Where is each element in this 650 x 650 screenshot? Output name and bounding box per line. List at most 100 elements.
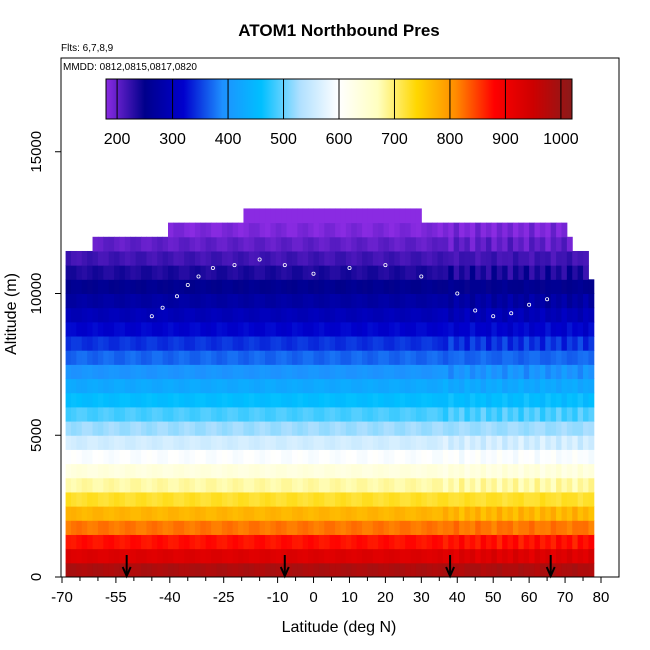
heatmap-cell [518,307,525,323]
heatmap-cell [512,392,519,408]
heatmap-cell [281,222,288,238]
heatmap-cell [114,421,120,436]
heatmap-cell [151,506,158,521]
heatmap-cell [124,293,131,309]
heatmap-cell [421,392,428,408]
heatmap-cell [302,477,309,493]
heatmap-cell [383,250,390,266]
heatmap-cell [399,435,406,450]
heatmap-cell [529,562,536,578]
heatmap-cell [367,463,374,479]
heatmap-cell [65,364,72,380]
heatmap-cell [550,534,557,550]
heatmap-cell [577,350,584,365]
heatmap-cell [205,336,212,351]
heatmap-cell [178,307,185,323]
heatmap-cell [523,250,530,266]
heatmap-cell [383,336,390,351]
heatmap-cell [583,279,589,294]
heatmap-cell [507,392,514,408]
heatmap-cell [340,208,347,224]
heatmap-cell [270,463,277,479]
heatmap-cell [577,421,584,436]
heatmap-cell [184,364,191,380]
heatmap-cell [464,562,471,578]
heatmap-cell [459,222,465,238]
heatmap-cell [362,421,368,436]
heatmap-cell [539,449,546,465]
heatmap-cell [356,364,363,380]
heatmap-cell [157,279,164,294]
heatmap-cell [518,406,525,422]
heatmap-cell [383,449,390,465]
heatmap-cell [545,435,552,450]
heatmap-cell [173,350,180,365]
heatmap-cell [168,449,174,465]
heatmap-cell [205,279,212,294]
heatmap-cell [313,506,320,521]
heatmap-cell [308,208,315,224]
heatmap-cell [265,520,271,535]
heatmap-cell [351,435,358,450]
heatmap-cell [227,321,234,337]
heatmap-cell [211,548,218,564]
heatmap-cell [124,449,131,465]
heatmap-cell [453,435,460,450]
heatmap-cell [335,406,341,422]
heatmap-cell [178,364,185,380]
heatmap-cell [308,406,315,422]
heatmap-cell [556,406,562,422]
heatmap-cell [275,279,282,294]
heatmap-cell [141,435,147,450]
heatmap-cell [367,279,374,294]
heatmap-cell [496,321,503,337]
heatmap-cell [248,506,255,521]
heatmap-cell [556,250,562,266]
heatmap-cell [157,265,164,280]
heatmap-cell [512,321,519,337]
heatmap-cell [87,548,94,564]
heatmap-cell [362,265,368,280]
heatmap-cell [81,321,88,337]
heatmap-cell [238,435,244,450]
heatmap-cell [329,562,336,578]
heatmap-cell [475,435,482,450]
heatmap-cell [507,222,514,238]
heatmap-cell [583,506,589,521]
heatmap-cell [442,477,449,493]
heatmap-cell [87,435,94,450]
heatmap-cell [410,435,417,450]
heatmap-cell [518,236,525,252]
heatmap-cell [238,236,244,252]
heatmap-cell [162,236,169,252]
heatmap-cell [561,534,568,550]
heatmap-cell [372,506,379,521]
heatmap-cell [184,236,191,252]
heatmap-cell [432,293,438,309]
heatmap-cell [491,421,498,436]
heatmap-cell [76,477,83,493]
heatmap-cell [556,449,562,465]
heatmap-cell [227,506,234,521]
heatmap-cell [372,222,379,238]
heatmap-cell [324,364,331,380]
heatmap-cell [399,236,406,252]
heatmap-cell [124,236,131,252]
heatmap-cell [583,562,589,578]
heatmap-cell [507,562,514,578]
heatmap-cell [97,506,104,521]
heatmap-cell [76,491,83,507]
heatmap-cell [200,321,207,337]
heatmap-cell [281,321,288,337]
heatmap-cell [475,293,482,309]
heatmap-cell [291,520,298,535]
heatmap-cell [448,293,455,309]
heatmap-cell [194,477,201,493]
heatmap-cell [146,463,153,479]
heatmap-cell [518,477,525,493]
heatmap-cell [259,548,266,564]
heatmap-cell [426,265,433,280]
heatmap-cell [232,506,239,521]
heatmap-cell [103,449,110,465]
colorbar: 200 300 400 500 600 700 800 900 1000 [104,78,579,148]
